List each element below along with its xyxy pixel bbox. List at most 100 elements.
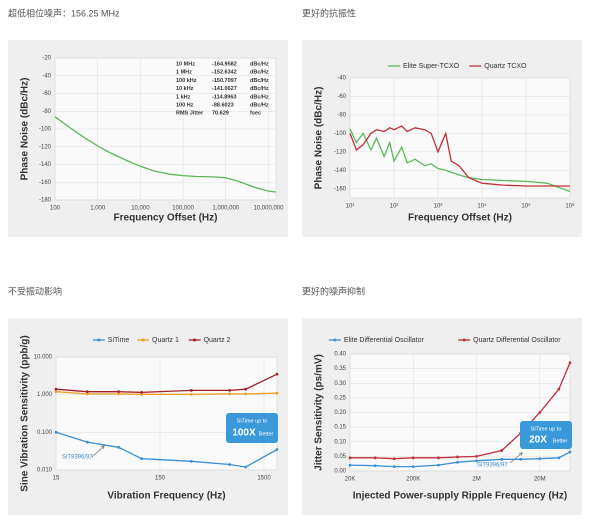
table-cell: RMS Jitter	[176, 111, 204, 117]
series-line	[55, 431, 278, 468]
x-tick-label: 10³	[434, 204, 443, 210]
callout-arrow	[91, 446, 104, 458]
y-tick-label: -120	[39, 144, 52, 150]
point	[475, 459, 478, 463]
x-tick-label: 10⁶	[565, 203, 575, 210]
table-cell: -114.8963	[212, 94, 236, 100]
y-tick-label: 0.00	[334, 469, 346, 475]
table-cell: -88.6023	[212, 102, 234, 108]
legend-label: Quartz 2	[204, 337, 231, 344]
y-tick-label: -140	[334, 168, 347, 174]
y-tick-label: -180	[39, 198, 52, 204]
x-axis-label: Vibration Frequency (Hz)	[107, 491, 225, 502]
point	[275, 391, 279, 395]
table-cell: 100 kHz	[176, 78, 197, 84]
legend-dot	[193, 338, 197, 342]
x-axis-label: Frequency Offset (Hz)	[114, 213, 218, 224]
table-cell: 1 kHz	[176, 94, 191, 100]
y-tick-label: 0.25	[334, 395, 346, 401]
x-axis-label: Injected Power-supply Ripple Frequency (…	[353, 491, 567, 502]
point	[85, 390, 89, 394]
point	[54, 387, 58, 391]
point	[117, 392, 121, 396]
table-cell: 10 kHz	[176, 86, 194, 92]
legend-dot	[333, 338, 337, 342]
point	[54, 430, 58, 434]
y-tick-label: 0.05	[334, 454, 346, 460]
y-tick-label: 0.010	[37, 468, 53, 474]
x-tick-label: 10⁴	[477, 203, 487, 210]
point	[189, 392, 193, 396]
point	[373, 456, 377, 460]
table-cell: dBc/Hz	[250, 102, 269, 108]
x-tick-label: 150	[155, 476, 166, 482]
point	[140, 390, 144, 394]
point	[348, 463, 352, 467]
table-cell: 70.629	[212, 111, 229, 117]
y-axis-label: Phase Noise (dBc/Hz)	[314, 87, 325, 190]
table-cell: -150.7097	[212, 78, 237, 84]
point	[437, 463, 440, 467]
point	[538, 411, 542, 414]
x-tick-label: 10²	[390, 204, 399, 210]
annotation: 20X	[529, 435, 547, 446]
y-tick-label: -160	[39, 180, 52, 186]
point	[500, 449, 504, 452]
callout-box	[520, 421, 572, 449]
point	[557, 387, 561, 391]
annotation: SiT9396/97	[62, 455, 93, 461]
panel-caption: 超低相位噪声：156.25 MHz	[8, 7, 120, 18]
table-cell: dBc/Hz	[250, 94, 269, 100]
point	[275, 372, 279, 376]
point	[500, 457, 504, 461]
legend-label: SiTime	[108, 337, 130, 344]
point	[244, 392, 248, 396]
table-cell: 100 Hz	[176, 102, 194, 108]
series-line	[349, 451, 571, 468]
legend-dot	[462, 338, 466, 342]
legend-label: Elite Differential Oscillator	[344, 337, 425, 344]
y-tick-label: 0.15	[334, 425, 346, 431]
table-cell: dBc/Hz	[250, 61, 269, 67]
annotation: Better	[553, 438, 568, 444]
x-tick-label: 10,000	[131, 206, 150, 212]
y-axis-label: Jitter Sensitivity (ps/mV)	[314, 354, 325, 471]
point	[475, 454, 478, 458]
point	[373, 464, 377, 468]
y-tick-label: -40	[337, 76, 346, 82]
table-cell: fsec	[250, 111, 261, 117]
plot-area	[349, 77, 571, 199]
point	[140, 392, 144, 396]
point	[244, 387, 248, 391]
series-line	[349, 128, 571, 193]
y-tick-label: -60	[42, 91, 51, 97]
legend-dot	[97, 338, 101, 342]
y-tick-label: -160	[334, 186, 347, 192]
point	[54, 390, 58, 394]
table-cell: dBc/Hz	[250, 78, 269, 84]
point	[568, 361, 572, 365]
table-cell: -141.0627	[212, 86, 237, 92]
series-line	[349, 125, 570, 187]
y-tick-label: 0.40	[334, 352, 346, 358]
y-tick-label: -80	[42, 109, 51, 115]
y-tick-label: 0.20	[334, 410, 346, 416]
annotation: SiT9396/97	[477, 463, 508, 469]
callout-box	[226, 413, 278, 443]
point	[538, 457, 542, 461]
point	[275, 448, 279, 451]
legend-label: Quartz 1	[152, 337, 179, 344]
x-tick-label: 1500	[257, 476, 271, 482]
legend-label: Quartz TCXO	[484, 63, 527, 70]
series-line	[55, 391, 278, 395]
y-tick-label: 0.35	[334, 366, 346, 372]
legend-label: Quartz Differential Oscillator	[473, 337, 561, 344]
point	[568, 450, 572, 454]
point	[411, 465, 415, 469]
y-tick-label: 0.30	[334, 381, 346, 387]
x-tick-label: 1,000,000	[212, 206, 239, 212]
annotation: SiTime up to	[531, 426, 562, 432]
x-axis-label: Frequency Offset (Hz)	[408, 213, 512, 224]
series-line	[54, 116, 277, 193]
y-tick-label: -80	[337, 113, 346, 119]
